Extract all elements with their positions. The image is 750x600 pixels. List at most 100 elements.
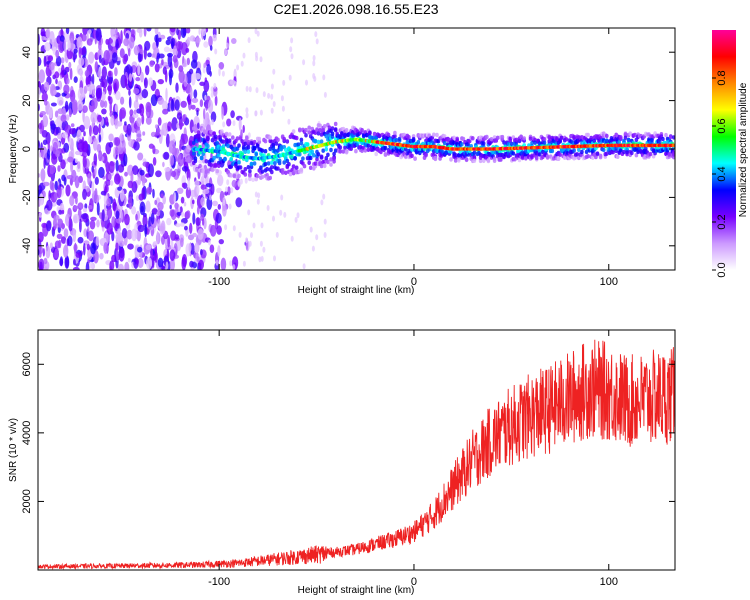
noise-blob: [143, 77, 148, 89]
noise-blob: [123, 153, 128, 167]
colorbar-tick-label: 0.8: [716, 70, 728, 85]
ridge-halo: [542, 137, 547, 142]
ridge-halo: [495, 135, 500, 140]
noise-blob: [201, 28, 207, 37]
noise-blob: [289, 46, 293, 53]
noise-blob: [86, 84, 92, 92]
noise-blob: [57, 142, 61, 148]
noise-blob: [232, 264, 236, 270]
noise-blob: [238, 181, 241, 188]
noise-blob: [159, 34, 166, 40]
ridge-halo: [514, 137, 519, 142]
ridge-halo: [619, 135, 623, 140]
noise-blob: [225, 186, 228, 193]
ridge-halo: [246, 139, 251, 145]
ridge-halo: [246, 149, 251, 154]
noise-blob: [189, 86, 193, 100]
noise-blob: [146, 28, 152, 32]
noise-blob: [165, 261, 169, 270]
noise-blob: [85, 261, 90, 270]
noise-blob: [315, 234, 319, 241]
noise-blob: [54, 71, 60, 79]
ridge-halo: [316, 139, 321, 145]
noise-blob: [115, 233, 122, 242]
noise-blob: [127, 257, 131, 263]
noise-blob: [98, 150, 103, 162]
ridge-halo: [559, 135, 564, 140]
noise-blob: [87, 173, 92, 186]
noise-blob: [238, 117, 242, 131]
noise-blob: [75, 252, 82, 258]
ridge-halo: [592, 138, 597, 143]
ridge-halo: [538, 152, 542, 157]
noise-blob: [204, 94, 207, 101]
noise-blob: [139, 201, 146, 216]
ridge-halo: [393, 130, 397, 136]
ridge-halo: [299, 141, 304, 146]
ridge-halo: [556, 156, 561, 161]
noise-blob: [120, 96, 125, 105]
noise-blob: [176, 168, 181, 177]
noise-blob: [181, 211, 185, 218]
noise-blob: [164, 70, 168, 83]
ridge-halo: [333, 148, 338, 153]
noise-blob: [73, 76, 78, 83]
noise-blob: [180, 237, 184, 248]
noise-blob: [74, 175, 80, 189]
ridge-halo: [605, 151, 609, 156]
noise-blob: [166, 217, 172, 226]
ridge-halo: [192, 140, 196, 145]
noise-blob: [174, 99, 180, 111]
ridge-halo: [324, 147, 329, 152]
noise-blob: [185, 186, 191, 199]
noise-blob: [112, 198, 117, 212]
noise-blob: [94, 176, 99, 185]
ridge-halo: [471, 136, 475, 141]
ridge-halo: [215, 140, 219, 146]
noise-blob: [63, 228, 69, 238]
x-tick-label: 0: [411, 276, 417, 288]
noise-blob: [43, 157, 46, 169]
noise-blob: [231, 179, 237, 188]
ridge-halo: [500, 134, 505, 140]
noise-blob: [221, 106, 225, 120]
ridge-halo: [255, 173, 260, 179]
noise-blob: [48, 61, 55, 71]
noise-blob: [156, 127, 161, 133]
ridge-halo: [572, 134, 576, 140]
noise-blob: [68, 61, 72, 69]
ridge-halo: [276, 166, 280, 171]
noise-blob: [132, 113, 139, 119]
ridge-halo: [215, 169, 219, 174]
noise-blob: [138, 29, 143, 38]
noise-blob: [76, 64, 83, 76]
noise-blob: [114, 67, 118, 77]
noise-blob: [63, 39, 67, 53]
noise-blob: [81, 213, 88, 220]
ridge-halo: [383, 145, 388, 151]
ridge-halo: [577, 155, 581, 161]
noise-blob: [186, 210, 191, 219]
ridge-halo: [393, 133, 397, 139]
noise-blob: [152, 145, 156, 155]
noise-blob: [244, 177, 248, 184]
ridge-halo: [310, 149, 315, 155]
page-title: C2E1.2026.098.16.55.E23: [273, 1, 439, 17]
noise-blob: [176, 28, 179, 36]
noise-blob: [162, 161, 165, 168]
noise-blob: [116, 249, 119, 262]
snr-frame: [37, 329, 676, 571]
noise-blob: [99, 252, 104, 260]
noise-blob: [135, 195, 140, 201]
noise-blob: [108, 133, 114, 142]
noise-blob: [210, 86, 214, 93]
noise-blob: [91, 181, 95, 194]
ridge-halo: [268, 175, 273, 181]
noise-blob: [128, 196, 133, 210]
ridge-halo: [257, 136, 262, 142]
noise-blob: [175, 207, 179, 214]
noise-blob: [39, 261, 43, 270]
noise-blob: [222, 203, 227, 217]
noise-blob: [118, 247, 125, 262]
noise-blob: [73, 258, 76, 266]
